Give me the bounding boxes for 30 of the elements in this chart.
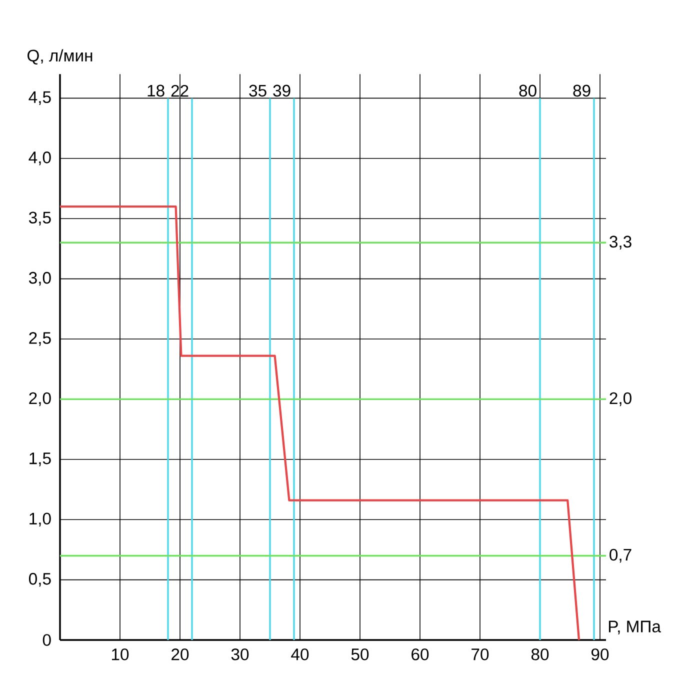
y-tick-label: 1,0 [30,512,51,526]
x-tick-label: 40 [291,648,309,660]
y-tick-label: 2,5 [29,332,51,346]
x-tick-label: 30 [231,648,249,660]
y-tick-label: 2,0 [29,392,51,406]
ref-line-label: 0,7 [610,548,632,563]
x-tick-label: 50 [351,648,369,660]
y-tick-label: 0,5 [28,572,51,587]
x-tick-label: 20 [172,648,189,660]
x-tick-label: 80 [531,648,549,660]
ref-line-label: 35 [249,84,266,97]
y-tick-label: 4,0 [28,152,51,166]
x-tick-label: 60 [412,648,429,660]
y-tick-label: 1,5 [30,452,51,466]
y-tick-label: 3,5 [28,212,51,226]
ref-line-label: 3,3 [610,236,632,250]
y-axis-title: Q, л/мин [28,49,92,65]
y-tick-label: 0 [42,634,51,646]
line-series [58,205,580,642]
x-axis-title: P, МПа [608,620,661,634]
y-tick-label: 3,0 [28,272,51,286]
ref-line-label: 2,0 [610,392,632,406]
ref-line-label: 80 [519,84,536,97]
ref-line-label: 89 [573,84,590,97]
x-tick-label: 70 [472,648,489,660]
x-tick-label: 90 [592,648,609,660]
y-tick-label: 4,5 [28,91,51,105]
ref-line-label: 39 [273,84,290,97]
x-tick-label: 10 [112,648,129,660]
ref-line-label: 18 [148,84,164,97]
